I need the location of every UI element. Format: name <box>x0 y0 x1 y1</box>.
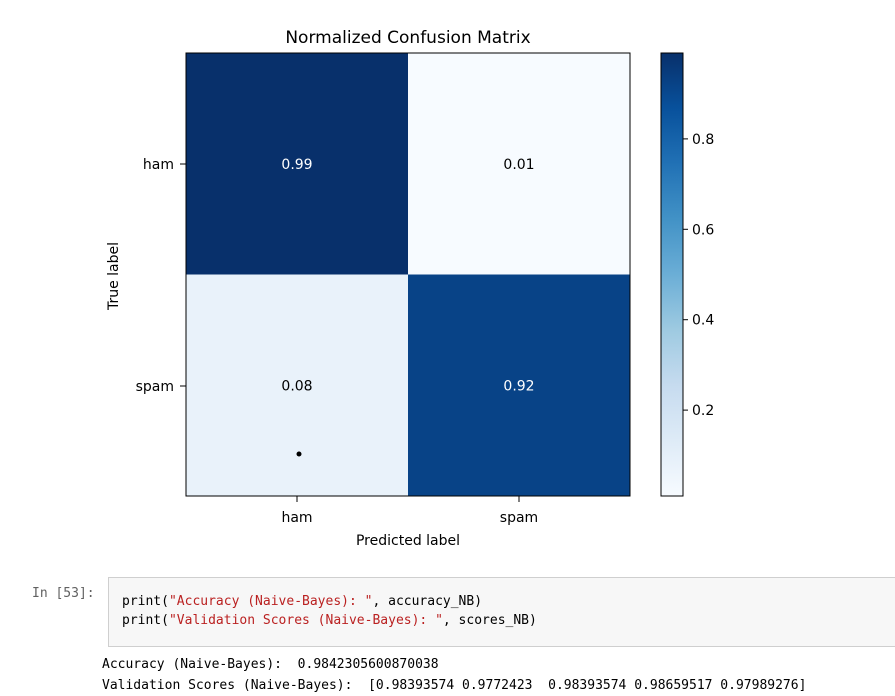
x-axis-label: Predicted label <box>356 533 460 549</box>
heatmap-cell <box>408 274 631 497</box>
x-tick-label-ham: ham <box>281 510 312 526</box>
code-line: print("Validation Scores (Naive-Bayes): … <box>122 613 537 628</box>
cell-value-label: 0.92 <box>503 378 534 394</box>
cell-prompt: In [53]: <box>32 586 95 601</box>
y-tick-label-spam: spam <box>136 379 174 395</box>
colorbar-tick-label: 0.6 <box>692 222 714 238</box>
y-tick-label-ham: ham <box>143 157 174 173</box>
output-line: Accuracy (Naive-Bayes): 0.98423056008700… <box>102 657 439 672</box>
heatmap-cell <box>408 53 631 275</box>
chart-title: Normalized Confusion Matrix <box>285 28 530 48</box>
colorbar <box>660 52 684 497</box>
colorbar-tick-label: 0.2 <box>692 403 714 419</box>
plot-frame <box>185 52 631 497</box>
x-tick-label-spam: spam <box>500 510 538 526</box>
cell-value-label: 0.08 <box>281 378 312 394</box>
colorbar-ticks: 0.2 0.4 0.6 0.8 <box>683 132 714 419</box>
cell-value-label: 0.99 <box>281 157 312 173</box>
confusion-matrix-figure: Normalized Confusion Matrix 0.99 0.01 0.08… <box>106 28 714 549</box>
colorbar-tick-label: 0.4 <box>692 313 714 329</box>
output-line: Validation Scores (Naive-Bayes): [0.9839… <box>102 678 807 693</box>
heatmap-cell <box>186 53 409 275</box>
marker-dot <box>296 451 302 457</box>
cell-value-label: 0.01 <box>503 157 534 173</box>
y-axis-label: True label <box>106 242 122 311</box>
code-cell[interactable]: print("Accuracy (Naive-Bayes): ", accura… <box>108 577 895 647</box>
colorbar-tick-label: 0.8 <box>692 132 714 148</box>
heatmap-cell <box>186 274 409 497</box>
cell-output: Accuracy (Naive-Bayes): 0.98423056008700… <box>102 654 806 696</box>
code-line: print("Accuracy (Naive-Bayes): ", accura… <box>122 594 483 609</box>
heatmap-cells: 0.99 0.01 0.08 0.92 <box>186 53 631 497</box>
